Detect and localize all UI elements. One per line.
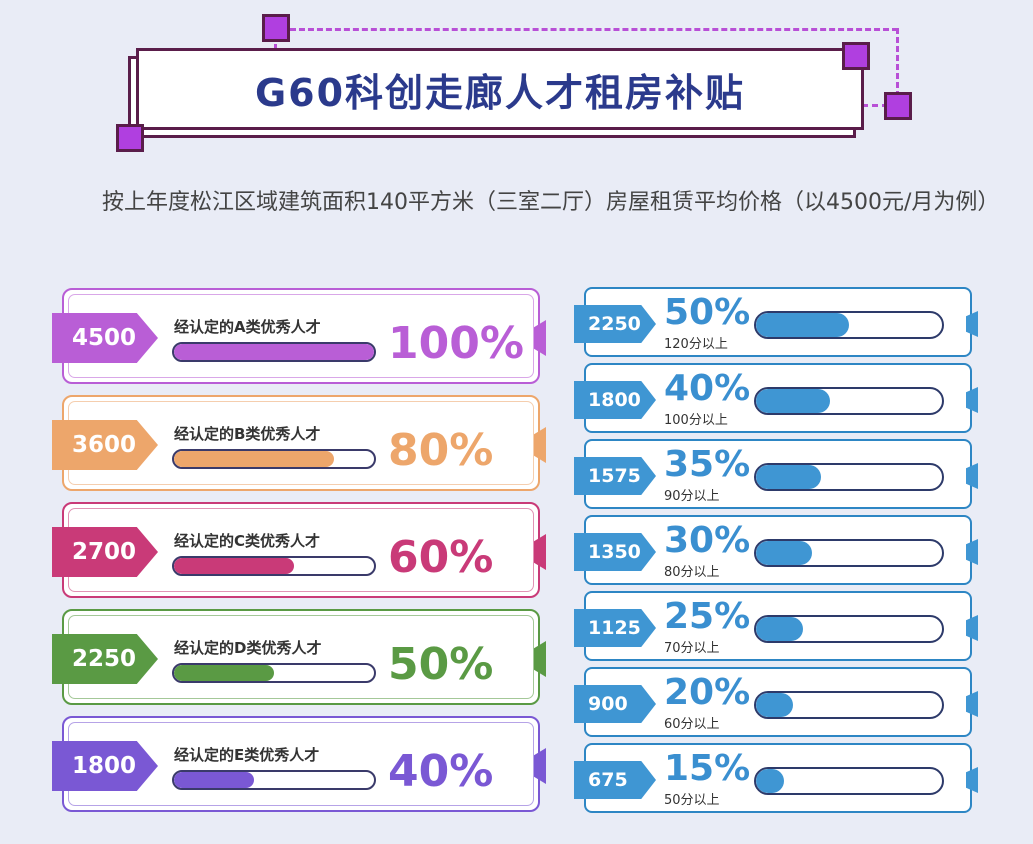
score-card: 900 20% 60分以上 bbox=[574, 667, 978, 737]
progress-track bbox=[754, 691, 944, 719]
progress-fill bbox=[756, 465, 822, 489]
score-card: 675 15% 50分以上 bbox=[574, 743, 978, 813]
subsidy-percent: 40% bbox=[664, 368, 751, 409]
card-side-tab bbox=[966, 387, 978, 413]
progress-fill bbox=[756, 541, 812, 565]
decor-square-right bbox=[842, 42, 870, 70]
card-side-tab bbox=[966, 691, 978, 717]
score-condition: 90分以上 bbox=[664, 489, 720, 504]
subsidy-percent: 40% bbox=[388, 746, 494, 797]
progress-fill bbox=[756, 389, 831, 413]
subsidy-amount-tag: 1350 bbox=[574, 533, 656, 571]
score-condition: 80分以上 bbox=[664, 565, 720, 580]
title-banner: G60科创走廊人才租房补贴 bbox=[136, 48, 864, 130]
category-card: 2700 经认定的C类优秀人才 60% bbox=[52, 502, 546, 598]
description-text: 按上年度松江区域建筑面积140平方米（三室二厅）房屋租赁平均价格（以4500元/… bbox=[102, 190, 1000, 215]
subsidy-amount-tag: 1800 bbox=[574, 381, 656, 419]
category-card: 4500 经认定的A类优秀人才 100% bbox=[52, 288, 546, 384]
score-condition: 60分以上 bbox=[664, 717, 720, 732]
subsidy-percent: 50% bbox=[388, 639, 494, 690]
progress-fill bbox=[756, 313, 849, 337]
title-dashed-line-right bbox=[896, 28, 899, 106]
card-side-tab bbox=[534, 427, 546, 463]
card-side-tab bbox=[534, 641, 546, 677]
card-side-tab bbox=[966, 539, 978, 565]
page-title: G60科创走廊人才租房补贴 bbox=[254, 70, 746, 115]
subsidy-amount-tag: 675 bbox=[574, 761, 656, 799]
subsidy-percent: 60% bbox=[388, 532, 494, 583]
subsidy-percent: 80% bbox=[388, 425, 494, 476]
subsidy-amount-tag: 900 bbox=[574, 685, 656, 723]
subsidy-amount-tag: 4500 bbox=[52, 313, 158, 363]
category-label: 经认定的E类优秀人才 bbox=[174, 746, 320, 764]
progress-track bbox=[172, 449, 376, 469]
progress-track bbox=[754, 387, 944, 415]
subsidy-percent: 100% bbox=[388, 318, 524, 369]
card-side-tab bbox=[966, 463, 978, 489]
progress-track bbox=[754, 539, 944, 567]
subsidy-percent: 35% bbox=[664, 444, 751, 485]
progress-fill bbox=[174, 772, 254, 788]
category-label: 经认定的C类优秀人才 bbox=[174, 532, 321, 550]
progress-fill bbox=[174, 665, 274, 681]
title-dashed-line-connector bbox=[862, 104, 898, 107]
subsidy-amount-tag: 1125 bbox=[574, 609, 656, 647]
subsidy-amount-tag: 2250 bbox=[52, 634, 158, 684]
progress-fill bbox=[756, 693, 794, 717]
category-card: 1800 经认定的E类优秀人才 40% bbox=[52, 716, 546, 812]
progress-fill bbox=[174, 558, 294, 574]
subsidy-amount-tag: 1800 bbox=[52, 741, 158, 791]
progress-fill bbox=[174, 344, 374, 360]
subsidy-percent: 25% bbox=[664, 596, 751, 637]
subsidy-amount-tag: 2250 bbox=[574, 305, 656, 343]
score-condition: 50分以上 bbox=[664, 793, 720, 808]
progress-track bbox=[754, 311, 944, 339]
score-card: 1125 25% 70分以上 bbox=[574, 591, 978, 661]
subsidy-percent: 15% bbox=[664, 748, 751, 789]
card-side-tab bbox=[534, 320, 546, 356]
decor-square-top bbox=[262, 14, 290, 42]
score-card: 1800 40% 100分以上 bbox=[574, 363, 978, 433]
category-label: 经认定的B类优秀人才 bbox=[174, 425, 321, 443]
score-card: 2250 50% 120分以上 bbox=[574, 287, 978, 357]
card-side-tab bbox=[966, 615, 978, 641]
category-card: 3600 经认定的B类优秀人才 80% bbox=[52, 395, 546, 491]
score-card: 1575 35% 90分以上 bbox=[574, 439, 978, 509]
progress-fill bbox=[756, 617, 803, 641]
progress-track bbox=[172, 556, 376, 576]
category-label: 经认定的A类优秀人才 bbox=[174, 318, 321, 336]
subsidy-amount-tag: 3600 bbox=[52, 420, 158, 470]
title-dashed-line-top bbox=[290, 28, 898, 31]
progress-track bbox=[754, 463, 944, 491]
card-side-tab bbox=[534, 748, 546, 784]
score-condition: 120分以上 bbox=[664, 337, 728, 352]
score-card: 1350 30% 80分以上 bbox=[574, 515, 978, 585]
subsidy-percent: 50% bbox=[664, 292, 751, 333]
card-side-tab bbox=[966, 311, 978, 337]
card-side-tab bbox=[534, 534, 546, 570]
progress-track bbox=[754, 767, 944, 795]
progress-track bbox=[172, 342, 376, 362]
card-side-tab bbox=[966, 767, 978, 793]
subsidy-percent: 30% bbox=[664, 520, 751, 561]
category-label: 经认定的D类优秀人才 bbox=[174, 639, 322, 657]
subsidy-amount-tag: 2700 bbox=[52, 527, 158, 577]
progress-track bbox=[172, 663, 376, 683]
progress-fill bbox=[174, 451, 334, 467]
progress-track bbox=[754, 615, 944, 643]
score-condition: 70分以上 bbox=[664, 641, 720, 656]
score-condition: 100分以上 bbox=[664, 413, 728, 428]
category-card: 2250 经认定的D类优秀人才 50% bbox=[52, 609, 546, 705]
decor-square-left bbox=[116, 124, 144, 152]
decor-square-far-right bbox=[884, 92, 912, 120]
progress-fill bbox=[756, 769, 784, 793]
subsidy-percent: 20% bbox=[664, 672, 751, 713]
progress-track bbox=[172, 770, 376, 790]
subsidy-amount-tag: 1575 bbox=[574, 457, 656, 495]
